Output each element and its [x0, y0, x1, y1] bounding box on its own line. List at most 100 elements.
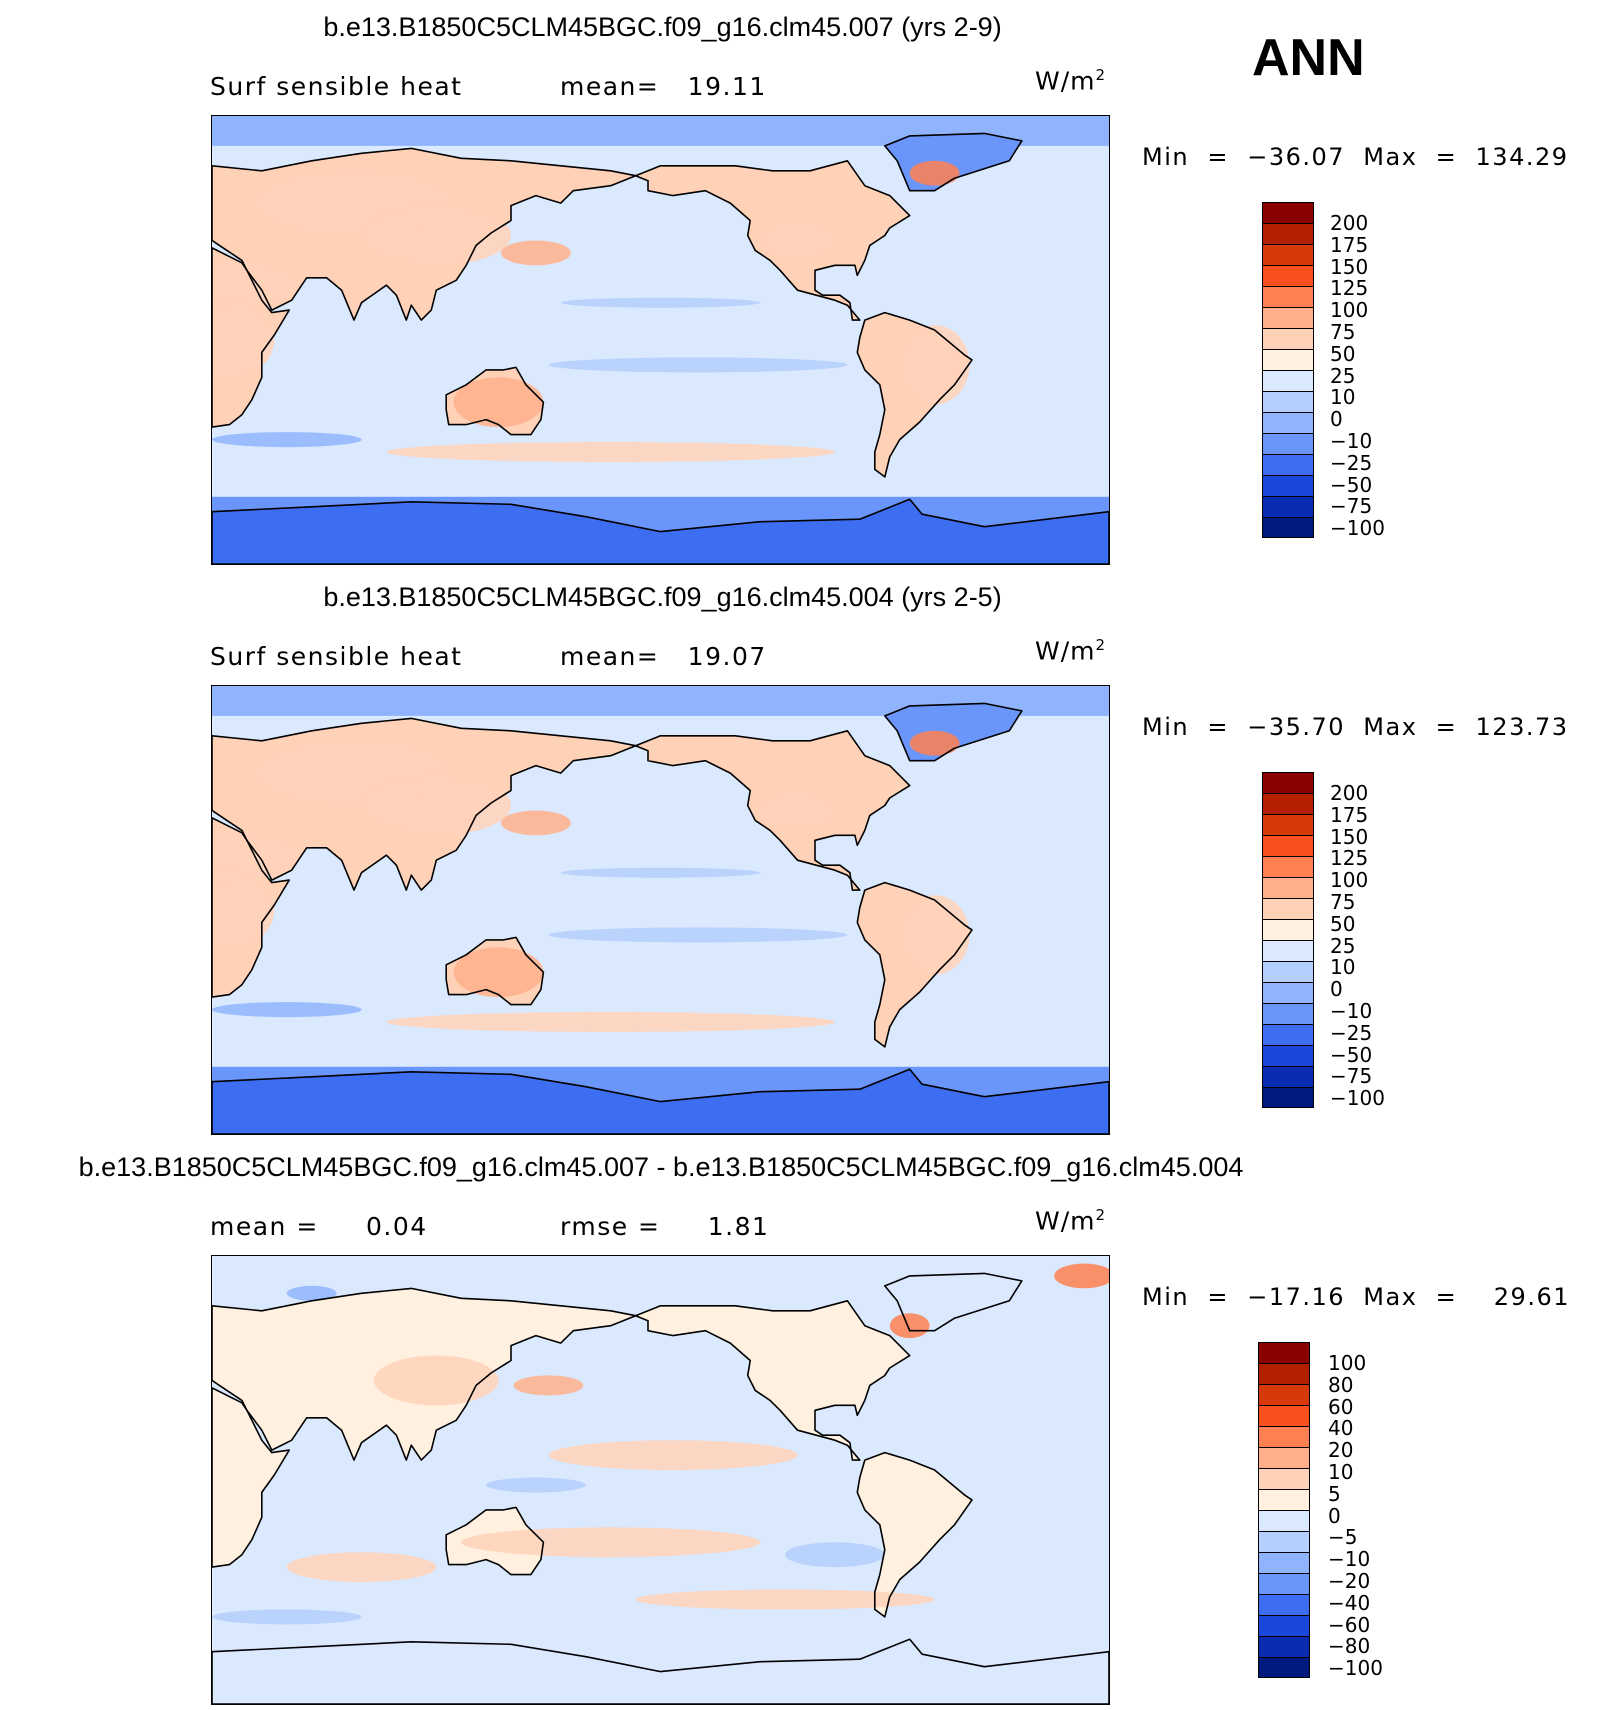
coastline-namerica: [634, 730, 911, 891]
colorbar-swatch: [1262, 1003, 1314, 1024]
colorbar-swatch: [1262, 265, 1314, 286]
colorbar-swatch: [1262, 940, 1314, 961]
colorbar-tick-label: 200: [1330, 781, 1369, 805]
field-contour: [548, 1440, 798, 1470]
colorbar-swatch: [1258, 1552, 1310, 1573]
field-contour: [453, 947, 544, 998]
colorbar-swatch: [1258, 1615, 1310, 1636]
colorbar-swatch: [1258, 1426, 1310, 1447]
colorbar-tick-label: −20: [1328, 1569, 1371, 1593]
colorbar-swatch: [1258, 1468, 1310, 1489]
variable-label: Surf sensible heat: [210, 72, 463, 101]
colorbar-swatch: [1262, 496, 1314, 517]
coastline-eurasia: [212, 147, 637, 321]
map-plot: [211, 685, 1110, 1135]
colorbar-swatch: [1258, 1510, 1310, 1531]
coastline-antarctica: [212, 1638, 1109, 1704]
mean-label: mean= 19.07: [560, 642, 767, 671]
colorbar-swatch: [1258, 1405, 1310, 1426]
field-contour: [212, 830, 300, 881]
field-contour: [513, 1375, 584, 1396]
colorbar-swatch: [1258, 1594, 1310, 1615]
colorbar-tick-label: 175: [1330, 802, 1369, 827]
colorbar-swatch: [1262, 1045, 1314, 1066]
colorbar-swatch: [1258, 1342, 1310, 1363]
mean-label: mean= 19.11: [560, 72, 767, 101]
field-contour: [785, 1542, 885, 1568]
colorbar-swatch: [1262, 1066, 1314, 1087]
field-contour: [889, 1313, 930, 1339]
colorbar-tick-label: −100: [1330, 516, 1385, 541]
panel-1: b.e13.B1850C5CLM45BGC.f09_g16.clm45.007 …: [0, 0, 1605, 570]
colorbar-swatch: [1258, 1531, 1310, 1552]
colorbar-swatch: [1262, 1024, 1314, 1045]
colorbar-tick-label: −100: [1328, 1656, 1383, 1681]
field-contour: [548, 357, 848, 373]
colorbar-swatch: [1262, 244, 1314, 265]
colorbar-tick-label: 125: [1330, 276, 1369, 301]
panel-title: b.e13.B1850C5CLM45BGC.f09_g16.clm45.007 …: [78, 1152, 1244, 1182]
colorbar-tick-label: 100: [1330, 298, 1369, 323]
coastline-africa: [212, 247, 290, 428]
coastline-australia: [445, 366, 545, 436]
season-label: ANN: [1252, 29, 1365, 87]
colorbar-tick-label: 20: [1328, 1438, 1354, 1463]
field-contour: [461, 1527, 761, 1558]
colorbar-tick-label: 150: [1330, 254, 1369, 279]
colorbar-swatch: [1262, 835, 1314, 856]
colorbar-tick-label: −75: [1330, 494, 1373, 519]
coastline-samerica: [856, 881, 973, 1048]
units-label: W/m2: [1035, 636, 1107, 666]
colorbar-tick-label: −50: [1330, 1042, 1373, 1067]
colorbar-tick-label: 10: [1328, 1460, 1354, 1484]
variable-label: Surf sensible heat: [210, 642, 463, 671]
colorbar-tick-label: 0: [1328, 1503, 1341, 1528]
field-contour: [453, 377, 544, 428]
colorbar-swatch: [1262, 286, 1314, 307]
mean-label: mean = 0.04: [210, 1212, 428, 1241]
coastline-africa: [212, 817, 290, 998]
colorbar-tick-label: −60: [1328, 1612, 1371, 1637]
field-contour: [635, 1589, 935, 1610]
panel-title: b.e13.B1850C5CLM45BGC.f09_g16.clm45.007 …: [323, 12, 1002, 42]
colorbar-swatch: [1262, 223, 1314, 244]
colorbar-swatch: [1262, 1087, 1314, 1108]
coastline-africa: [212, 1387, 290, 1568]
field-contour: [386, 442, 835, 462]
colorbar-tick-label: 150: [1330, 824, 1369, 849]
field-contour: [286, 1285, 337, 1301]
colorbar-swatch: [1262, 898, 1314, 919]
colorbar-swatch: [1258, 1384, 1310, 1405]
colorbar-tick-label: 125: [1330, 846, 1369, 871]
colorbar-tick-label: 25: [1330, 363, 1356, 388]
colorbar-tick-label: 10: [1330, 955, 1356, 980]
colorbar-tick-label: −40: [1328, 1590, 1371, 1615]
colorbar-swatch: [1258, 1447, 1310, 1468]
colorbar: [1258, 1342, 1311, 1678]
colorbar-tick-label: −75: [1330, 1064, 1373, 1089]
colorbar-swatch: [1262, 961, 1314, 982]
colorbar: [1262, 772, 1315, 1108]
coastline-eurasia: [212, 1287, 637, 1461]
colorbar-swatch: [1262, 412, 1314, 433]
colorbar-swatch: [1262, 349, 1314, 370]
colorbar-tick-label: 50: [1330, 341, 1356, 366]
field-contour: [212, 1609, 362, 1625]
colorbar-tick-label: 175: [1330, 232, 1369, 257]
colorbar-swatch: [1262, 202, 1314, 223]
field-contour: [374, 1355, 499, 1406]
colorbar-swatch: [1262, 433, 1314, 454]
colorbar-tick-label: −25: [1330, 1020, 1373, 1045]
field-contour: [386, 1012, 835, 1032]
colorbar-tick-label: −50: [1330, 472, 1373, 497]
field-contour: [486, 1477, 586, 1493]
coastline-antarctica: [212, 1068, 1109, 1134]
colorbar-swatch: [1262, 391, 1314, 412]
land-field-namerica: [635, 1300, 910, 1461]
colorbar-tick-label: 40: [1328, 1416, 1354, 1441]
field-contour: [560, 867, 761, 878]
panel-title: b.e13.B1850C5CLM45BGC.f09_g16.clm45.004 …: [323, 582, 1002, 612]
colorbar-swatch: [1258, 1363, 1310, 1384]
colorbar-swatch: [1262, 793, 1314, 814]
colorbar-swatch: [1262, 307, 1314, 328]
